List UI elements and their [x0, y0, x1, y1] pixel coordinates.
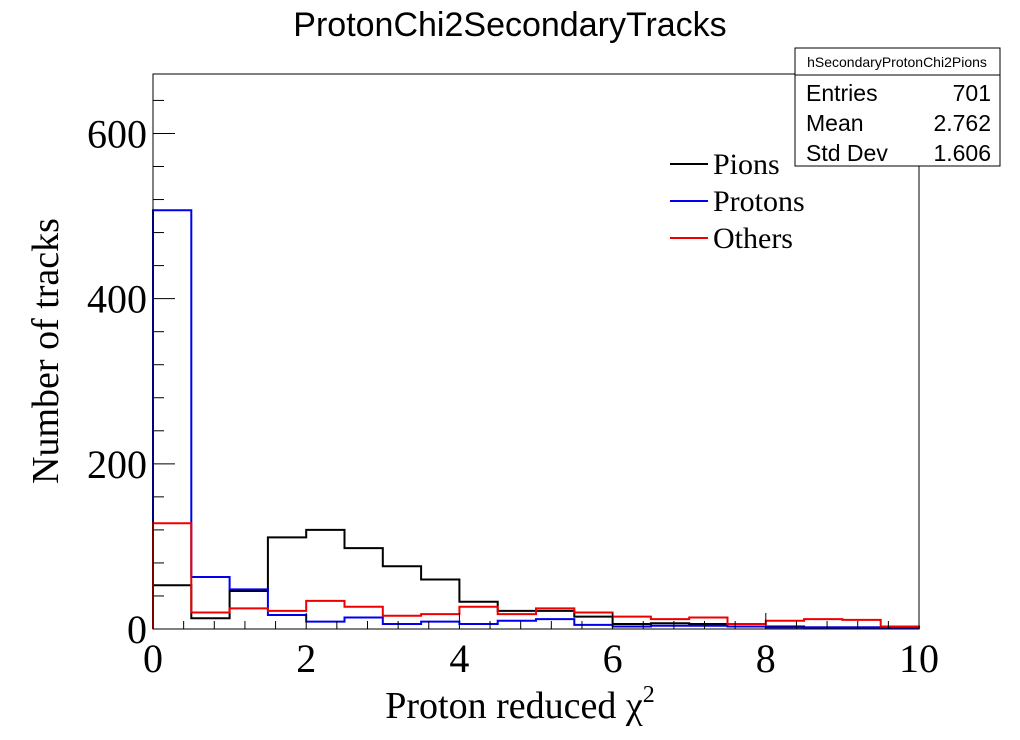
x-tick-label: 4 [449, 636, 469, 681]
y-axis-label: Number of tracks [25, 218, 67, 484]
x-tick-label: 0 [143, 636, 163, 681]
axis-tick-labels: 0 2 4 6 8 10 0 200 400 600 [87, 111, 939, 681]
x-tick-label: 6 [603, 636, 623, 681]
stats-entries-label: Entries [806, 80, 878, 106]
series-others-line [152, 522, 920, 629]
x-axis-label-text: Proton reduced χ [385, 685, 643, 727]
x-axis-label-superscript: 2 [643, 682, 655, 708]
y-tick-label: 200 [87, 442, 147, 487]
x-tick-label: 2 [296, 636, 316, 681]
stats-mean-value: 2.762 [933, 110, 991, 136]
stats-stddev-value: 1.606 [933, 140, 991, 166]
chart-title: ProtonChi2SecondaryTracks [293, 6, 726, 44]
legend-protons-label: Protons [713, 185, 805, 218]
legend: Pions Protons Others [670, 148, 805, 255]
y-tick-label: 0 [127, 607, 147, 652]
series-layer [152, 209, 920, 630]
stats-box-name: hSecondaryProtonChi2Pions [807, 54, 987, 70]
stats-mean-label: Mean [806, 110, 864, 136]
y-tick-label: 400 [87, 277, 147, 322]
legend-others-label: Others [713, 222, 793, 255]
stats-stddev-label: Std Dev [806, 140, 888, 166]
x-axis-label: Proton reduced χ2 [385, 682, 654, 727]
stats-box: hSecondaryProtonChi2Pions Entries 701 Me… [794, 47, 1001, 167]
legend-pions-label: Pions [713, 148, 780, 181]
x-tick-label: 8 [756, 636, 776, 681]
x-tick-label: 10 [899, 636, 939, 681]
y-tick-label: 600 [87, 111, 147, 156]
axis-ticks [152, 99, 920, 630]
stats-entries-value: 701 [953, 80, 991, 106]
plot-frame [152, 73, 920, 630]
stats-box-frame [794, 47, 1001, 167]
